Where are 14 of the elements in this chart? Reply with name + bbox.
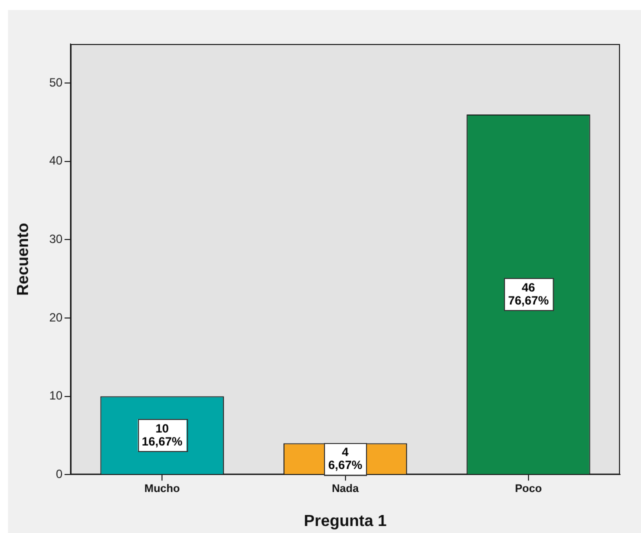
y-tick-label: 50 xyxy=(49,75,63,90)
x-tick-label: Poco xyxy=(514,483,542,496)
x-axis-title: Pregunta 1 xyxy=(304,512,387,530)
data-label: 46 76,67% xyxy=(508,280,550,308)
y-axis-title: Recuento xyxy=(15,222,32,296)
x-tick-label: Mucho xyxy=(144,483,180,496)
data-label: 4 6,67% xyxy=(328,445,363,472)
x-tick-label: Nada xyxy=(332,483,360,496)
y-tick-label: 40 xyxy=(49,154,63,168)
y-tick-label: 30 xyxy=(49,232,63,246)
y-tick-label: 10 xyxy=(49,388,63,403)
y-tick-label: 0 xyxy=(56,466,63,481)
data-label: 10 16,67% xyxy=(142,422,183,449)
y-tick-label: 20 xyxy=(49,310,63,324)
